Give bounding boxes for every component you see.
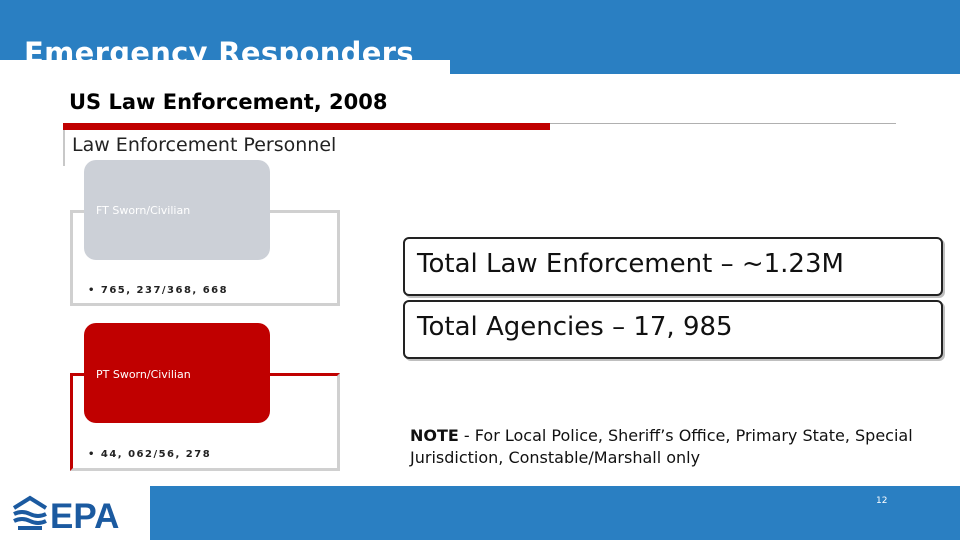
pt-value: • 44, 062/56, 278 bbox=[88, 449, 212, 460]
section-label: Law Enforcement Personnel bbox=[72, 134, 337, 156]
epa-logo-text: EPA bbox=[50, 497, 119, 534]
header-white-tab bbox=[0, 60, 450, 74]
total-law-enforcement-box: Total Law Enforcement – ~1.23M bbox=[403, 237, 943, 296]
total-agencies-text: Total Agencies – 17, 985 bbox=[417, 312, 733, 342]
pt-box bbox=[84, 323, 270, 423]
epa-logo: EPA bbox=[12, 495, 119, 534]
divider-red bbox=[63, 123, 550, 130]
page-number: 12 bbox=[876, 496, 888, 506]
ft-label: FT Sworn/Civilian bbox=[96, 204, 191, 217]
epa-seal-icon bbox=[12, 495, 48, 530]
note-body: - For Local Police, Sheriff’s Office, Pr… bbox=[410, 426, 913, 467]
slide-subtitle: US Law Enforcement, 2008 bbox=[69, 90, 388, 114]
pt-label: PT Sworn/Civilian bbox=[96, 368, 191, 381]
total-law-enforcement-text: Total Law Enforcement – ~1.23M bbox=[417, 249, 844, 279]
header-bar bbox=[0, 0, 960, 74]
slide-title: Emergency Responders bbox=[24, 36, 414, 70]
note-label: NOTE bbox=[410, 426, 459, 445]
ft-box bbox=[84, 160, 270, 260]
footer-bar bbox=[0, 486, 960, 540]
total-agencies-box: Total Agencies – 17, 985 bbox=[403, 300, 943, 359]
note-text: NOTE - For Local Police, Sheriff’s Offic… bbox=[410, 425, 930, 469]
divider-left-accent bbox=[63, 130, 65, 166]
ft-value: • 765, 237/368, 668 bbox=[88, 285, 229, 296]
